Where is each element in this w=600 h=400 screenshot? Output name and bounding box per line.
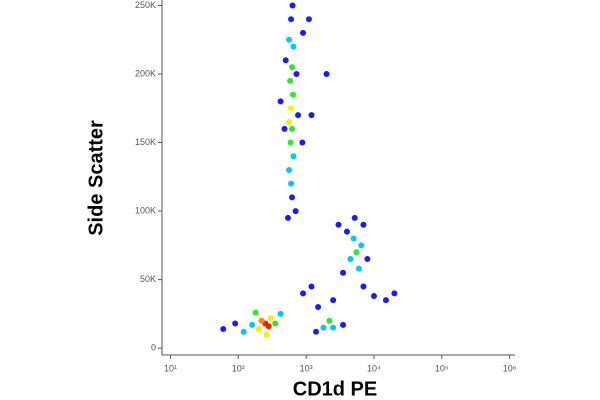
point (220, 325, 227, 332)
point (287, 77, 294, 84)
point (300, 290, 307, 297)
point (364, 256, 371, 263)
point (295, 112, 302, 119)
x-tick-label: 10¹ (164, 363, 177, 373)
point (267, 314, 274, 321)
point (347, 256, 354, 263)
point (282, 57, 289, 64)
point (265, 323, 272, 330)
point (323, 71, 330, 78)
point (258, 317, 265, 324)
point (308, 283, 315, 290)
point (232, 320, 239, 327)
point (355, 265, 362, 272)
point (391, 290, 398, 297)
point (288, 180, 295, 187)
point (343, 228, 350, 235)
point (263, 331, 270, 338)
point (249, 321, 256, 328)
point (360, 221, 367, 228)
point (340, 269, 347, 276)
point (292, 208, 299, 215)
x-tick-label: 10⁵ (435, 363, 449, 373)
point (299, 139, 306, 146)
point (315, 304, 322, 311)
point (255, 325, 262, 332)
point (330, 324, 337, 331)
point (308, 112, 315, 119)
y-axis-title: Side Scatter (85, 120, 107, 236)
point (305, 16, 312, 23)
point (360, 283, 367, 290)
point (287, 139, 294, 146)
x-tick-label: 10⁴ (367, 363, 381, 373)
point (286, 36, 293, 43)
point (286, 118, 293, 125)
point (289, 125, 296, 132)
x-axis-title: CD1d PE (293, 378, 377, 400)
point (272, 320, 279, 327)
point (300, 29, 307, 36)
point (240, 328, 247, 335)
point (340, 321, 347, 328)
point (252, 309, 259, 316)
point (293, 71, 300, 78)
point (335, 221, 342, 228)
point (289, 91, 296, 98)
point (353, 249, 360, 256)
point (289, 2, 296, 9)
point (286, 166, 293, 173)
point (288, 16, 295, 23)
point (370, 293, 377, 300)
y-tick-label: 150K (135, 137, 156, 147)
point (289, 64, 296, 71)
x-tick-label: 10² (232, 363, 245, 373)
point (288, 105, 295, 112)
point (358, 242, 365, 249)
y-tick-label: 200K (135, 68, 156, 78)
point (320, 324, 327, 331)
point (330, 297, 337, 304)
point (326, 317, 333, 324)
y-tick-label: 50K (140, 274, 156, 284)
point (277, 98, 284, 105)
y-tick-label: 250K (135, 0, 156, 10)
point (351, 214, 358, 221)
point (350, 235, 357, 242)
point (290, 43, 297, 50)
point (289, 194, 296, 201)
point (290, 153, 297, 160)
point (281, 125, 288, 132)
y-tick-label: 100K (135, 205, 156, 215)
x-tick-label: 10⁶ (503, 363, 517, 373)
x-tick-label: 10³ (300, 363, 313, 373)
point (277, 310, 284, 317)
point (382, 297, 389, 304)
point (313, 328, 320, 335)
point (284, 214, 291, 221)
y-tick-label: 0 (151, 343, 156, 353)
